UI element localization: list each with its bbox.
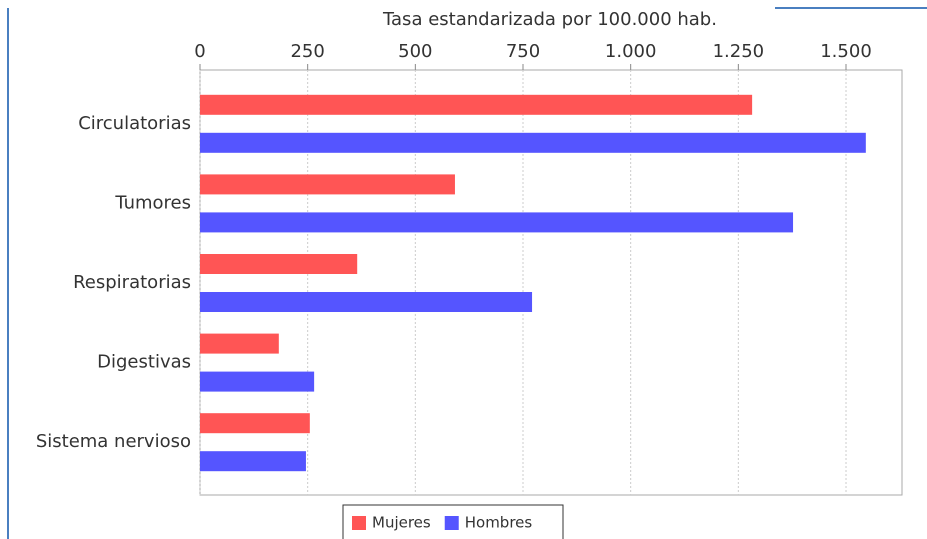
y-tick-label: Sistema nervioso [36, 431, 191, 452]
bar [200, 132, 866, 153]
x-tick-label: 750 [506, 41, 540, 62]
bar [200, 212, 794, 233]
bar [200, 371, 315, 392]
y-tick-label: Circulatorias [78, 113, 191, 134]
x-tick-label: 0 [194, 41, 205, 62]
bar [200, 333, 279, 354]
bar [200, 451, 306, 472]
bar [200, 174, 455, 195]
x-tick-label: 1.250 [713, 41, 765, 62]
bar [200, 413, 310, 434]
x-tick-label: 1.000 [605, 41, 657, 62]
y-tick-label: Digestivas [97, 352, 191, 373]
x-tick-label: 1.500 [820, 41, 872, 62]
bar [200, 254, 358, 274]
y-tick-label: Tumores [114, 192, 191, 213]
bar [200, 94, 753, 115]
legend-label: Hombres [465, 514, 533, 532]
legend-swatch [352, 516, 366, 530]
x-tick-label: 500 [398, 41, 432, 62]
bar [200, 292, 533, 312]
y-tick-label: Respiratorias [73, 272, 191, 293]
x-tick-label: 250 [290, 41, 324, 62]
legend-label: Mujeres [372, 514, 431, 532]
legend-swatch [444, 516, 459, 530]
axis-title: Tasa estandarizada por 100.000 hab. [382, 9, 717, 30]
legend-items: Mujeres Hombres [352, 514, 532, 532]
